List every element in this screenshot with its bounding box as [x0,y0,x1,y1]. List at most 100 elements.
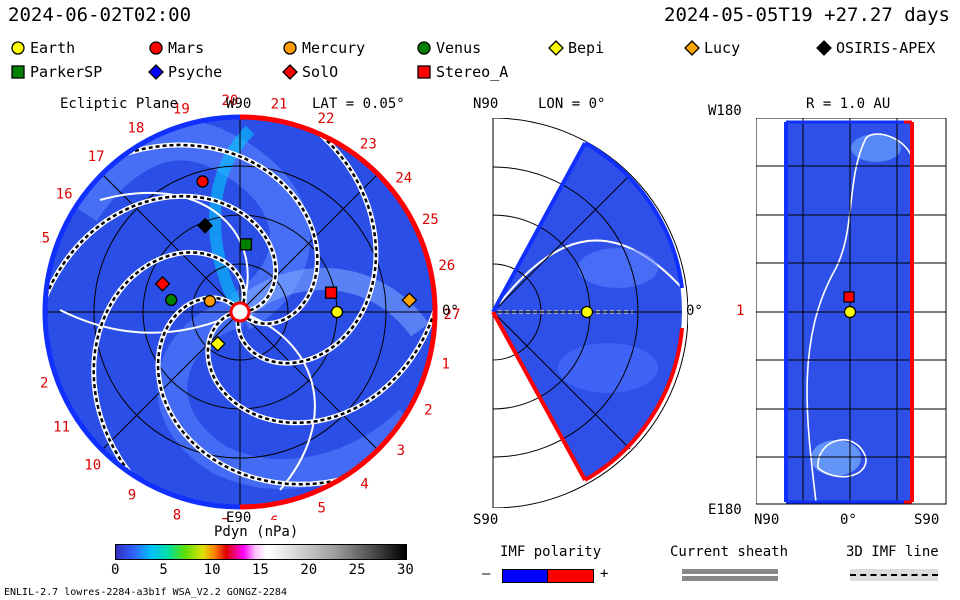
meridional-lon: LON = 0° [538,96,606,112]
radial-x-left: N90 [754,512,780,528]
imf-line-dash [206,300,435,425]
meridional-right: 0° [686,303,703,319]
legend-item-bepi: Bepi [548,39,604,57]
circle-marker-icon [11,41,25,55]
object-earth [330,305,344,319]
diamond-marker-icon [282,64,298,80]
imf-line-dash [117,143,319,325]
imf-plus: + [600,566,609,582]
radial-mid-left: 1 [736,303,745,319]
day-label: 18 [128,120,145,136]
imf-line-dash [156,296,349,486]
current-sheath-title: Current sheath [670,544,789,560]
day-label: 15 [40,230,50,246]
circle-marker-icon [283,41,297,55]
object-lucy [401,292,418,309]
day-label: 10 [84,458,101,474]
circle-marker-icon [417,41,431,55]
colorbar-tick: 20 [300,562,318,578]
ecliptic-right-label: 0° [442,303,459,319]
day-label: 8 [173,507,181,520]
day-label: 16 [56,187,73,203]
meridional-earth [580,305,594,319]
diamond-marker-icon [148,64,164,80]
date-left: 2024-06-02T02:00 [8,4,192,26]
legend-item-lucy: Lucy [684,39,740,57]
meridional-plot [491,118,688,508]
day-label: 5 [318,501,326,517]
legend-item-mars: Mars [148,39,204,57]
radial-earth [843,305,857,319]
object-stereo-a [324,286,338,299]
radial-stereo-a [843,291,855,303]
diamond-marker-icon [684,40,700,56]
day-label: 26 [438,258,455,274]
day-label: 19 [173,101,190,117]
day-label: 4 [360,476,368,492]
legend-label: Earth [30,39,76,57]
legend-label: OSIRIS-APEX [836,39,936,57]
day-label: 1 [441,356,449,372]
legend-label: Stereo_A [436,63,509,81]
legend-label: Bepi [568,39,605,57]
legend-item-parkersp: ParkerSP [10,63,102,81]
ecliptic-lat: LAT = 0.05° [312,96,405,112]
ecliptic-plot: 1234567891011121314151617181920212223242… [40,93,460,520]
object-osiris-apex [197,217,214,234]
colorbar-title: Pdyn (nPa) [214,524,299,540]
diamond-marker-icon [548,40,564,56]
day-label: 3 [397,443,405,459]
day-label: 25 [422,212,439,228]
day-label: 22 [318,111,335,127]
legend-label: Venus [436,39,482,57]
square-marker-icon [417,65,431,79]
colorbar-tick: 30 [397,562,414,578]
current-sheath-swatch [682,569,778,581]
imf-neg-bar [502,569,549,583]
imf-line-dash [236,127,378,365]
meridional-top: N90 [473,96,499,112]
colorbar-tick: 5 [159,562,168,578]
legend-item-mercury: Mercury [282,39,365,57]
legend-item-stereo-a: Stereo_A [416,63,508,81]
imf-pos-bar [547,569,594,583]
day-label: 12 [40,375,48,391]
legend-label: Lucy [704,39,741,57]
legend-item-solo: SolO [282,63,338,81]
imf-line-title: 3D IMF line [846,544,939,560]
legend-label: Mercury [302,39,366,57]
radial-bottom-left: E180 [708,502,742,518]
radial-x-mid: 0° [840,512,857,528]
day-label: 21 [271,97,288,113]
object-bepi [209,335,226,352]
legend-label: ParkerSP [30,63,103,81]
meridional-bottom: S90 [473,512,499,528]
circle-marker-icon [149,41,163,55]
colorbar [115,544,407,560]
date-right: 2024-05-05T19 +27.27 days [664,4,950,26]
legend-item-earth: Earth [10,39,75,57]
object-venus [165,293,178,307]
imf-line-swatch [850,569,938,581]
object-solo [154,275,171,292]
legend-label: Mars [168,39,205,57]
object-mars [196,175,209,188]
imf-line-dash [45,194,277,312]
day-label: 20 [221,93,238,109]
footer-model: ENLIL-2.7 lowres-2284-a3b1f WSA_V2.2 GON… [4,587,287,598]
legend-item-psyche: Psyche [148,63,222,81]
day-label: 27 [444,307,460,323]
day-label: 17 [88,149,105,165]
legend-label: SolO [302,63,339,81]
day-label: 7 [221,516,229,520]
legend-item-venus: Venus [416,39,481,57]
imf-title: IMF polarity [500,544,602,560]
radial-top-left: W180 [708,103,742,119]
colorbar-tick: 25 [348,562,366,578]
day-label: 23 [360,136,377,152]
object-mercury [203,294,217,308]
imf-minus: – [482,566,491,582]
colorbar-tick: 10 [203,562,221,578]
day-label: 6 [270,514,278,520]
radial-plot [756,118,947,505]
